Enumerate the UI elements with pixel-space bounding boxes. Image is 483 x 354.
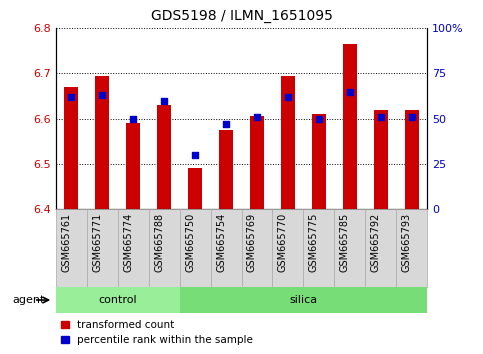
Text: GSM665788: GSM665788 xyxy=(154,213,164,272)
Point xyxy=(160,98,168,103)
Point xyxy=(191,152,199,158)
Text: agent: agent xyxy=(12,295,44,305)
Point xyxy=(222,121,230,127)
Bar xyxy=(180,287,427,313)
Text: GSM665769: GSM665769 xyxy=(247,213,257,272)
Text: GSM665771: GSM665771 xyxy=(92,213,102,272)
Bar xyxy=(149,209,180,287)
Bar xyxy=(312,114,326,209)
Point xyxy=(253,114,261,120)
Bar xyxy=(56,209,86,287)
Bar xyxy=(374,110,388,209)
Text: GSM665770: GSM665770 xyxy=(278,213,288,272)
Bar xyxy=(272,209,303,287)
Bar xyxy=(126,123,140,209)
Text: control: control xyxy=(98,295,137,305)
Text: silica: silica xyxy=(289,295,317,305)
Bar xyxy=(180,209,211,287)
Point xyxy=(315,116,323,121)
Bar xyxy=(219,130,233,209)
Text: GSM665793: GSM665793 xyxy=(402,213,412,272)
Point xyxy=(67,94,75,100)
Text: GSM665785: GSM665785 xyxy=(340,213,350,272)
Text: GSM665761: GSM665761 xyxy=(61,213,71,272)
Point xyxy=(98,92,106,98)
Bar xyxy=(211,209,242,287)
Text: GDS5198 / ILMN_1651095: GDS5198 / ILMN_1651095 xyxy=(151,9,332,23)
Bar xyxy=(117,209,149,287)
Text: GSM665775: GSM665775 xyxy=(309,213,319,272)
Text: GSM665792: GSM665792 xyxy=(371,213,381,272)
Point xyxy=(408,114,416,120)
Text: GSM665774: GSM665774 xyxy=(123,213,133,272)
Bar xyxy=(397,209,427,287)
Bar xyxy=(64,87,78,209)
Legend: transformed count, percentile rank within the sample: transformed count, percentile rank withi… xyxy=(61,320,253,345)
Bar xyxy=(242,209,272,287)
Bar xyxy=(303,209,334,287)
Bar xyxy=(334,209,366,287)
Bar xyxy=(56,287,180,313)
Text: GSM665754: GSM665754 xyxy=(216,213,226,272)
Bar xyxy=(86,209,117,287)
Bar xyxy=(405,110,419,209)
Bar xyxy=(157,105,171,209)
Bar xyxy=(95,76,109,209)
Point xyxy=(346,89,354,95)
Point xyxy=(284,94,292,100)
Bar xyxy=(343,44,357,209)
Bar xyxy=(281,76,295,209)
Bar xyxy=(250,116,264,209)
Bar xyxy=(188,168,202,209)
Point xyxy=(377,114,385,120)
Text: GSM665750: GSM665750 xyxy=(185,213,195,272)
Point xyxy=(129,116,137,121)
Bar xyxy=(366,209,397,287)
